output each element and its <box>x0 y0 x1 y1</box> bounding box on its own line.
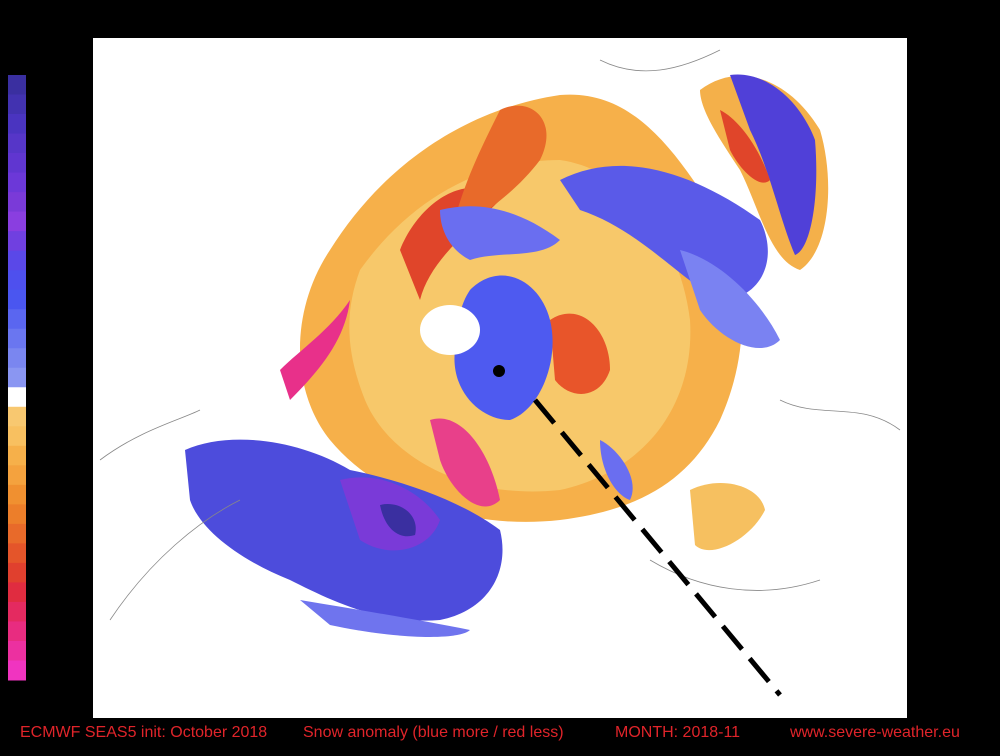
colorbar-swatch <box>8 562 26 583</box>
colorbar-swatch <box>8 543 26 564</box>
colorbar-swatch <box>8 465 26 486</box>
colorbar-swatch <box>8 504 26 525</box>
colorbar-swatch <box>8 601 26 622</box>
colorbar-swatch <box>8 660 26 681</box>
colorbar-swatch <box>8 367 26 388</box>
colorbar-swatch <box>8 133 26 154</box>
colorbar-swatch <box>8 328 26 349</box>
snow-deficit-strong <box>720 110 770 183</box>
colorbar-swatch <box>8 94 26 115</box>
north-pole-dot <box>493 365 505 377</box>
footer-month: MONTH: 2018-11 <box>615 724 740 741</box>
colorbar-swatch <box>8 250 26 271</box>
colorbar-swatch <box>8 406 26 427</box>
snow-surplus-area <box>560 165 768 300</box>
snow-deficit-strong <box>550 313 610 394</box>
colorbar-swatch <box>8 153 26 174</box>
colorbar-swatch <box>8 523 26 544</box>
colorbar-swatch <box>8 621 26 642</box>
map-layer <box>99 49 901 697</box>
colorbar-swatch <box>8 582 26 603</box>
colorbar-swatch <box>8 484 26 505</box>
coastline <box>99 49 901 621</box>
data-artifact-line <box>533 398 782 697</box>
no-anomaly <box>420 305 480 355</box>
snow-surplus-area <box>440 206 560 260</box>
colorbar-swatch <box>8 172 26 193</box>
snow-surplus-area <box>730 74 817 256</box>
colorbar-swatch <box>8 75 26 96</box>
colorbar-swatch <box>8 387 26 408</box>
snow-surplus-area <box>600 440 633 500</box>
footer-model: ECMWF SEAS5 init: October 2018 <box>20 724 267 741</box>
colorbar-swatch <box>8 348 26 369</box>
colorbar-swatch <box>8 289 26 310</box>
snow-surplus-area <box>300 600 470 637</box>
colorbar-swatch <box>8 445 26 466</box>
colorbar-swatch <box>8 426 26 447</box>
colorbar-swatch <box>8 309 26 330</box>
snow-surplus-area <box>680 250 780 349</box>
colorbar-swatch <box>8 231 26 252</box>
colorbar-swatch <box>8 192 26 213</box>
snow-surplus-area <box>454 275 553 420</box>
colorbar <box>8 75 26 681</box>
colorbar-swatch <box>8 114 26 135</box>
snow-deficit-area <box>690 482 765 551</box>
snow-surplus-area <box>185 439 503 621</box>
colorbar-swatch <box>8 270 26 291</box>
footer-variable: Snow anomaly (blue more / red less) <box>303 724 564 741</box>
snow-surplus-strong <box>380 504 416 537</box>
colorbar-swatch <box>8 211 26 232</box>
footer-source: www.severe-weather.eu <box>789 724 960 741</box>
snow-deficit-strong <box>280 300 350 400</box>
colorbar-swatch <box>8 640 26 661</box>
snow-deficit-strong <box>430 418 500 507</box>
